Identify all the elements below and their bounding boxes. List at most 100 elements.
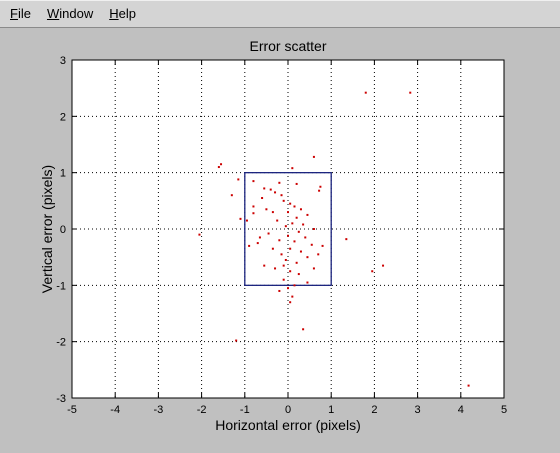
scatter-point [269,188,272,191]
scatter-point [297,230,300,233]
chart-title: Error scatter [249,38,326,54]
scatter-point [265,208,268,211]
scatter-point [280,253,283,256]
x-tick-label: -2 [197,404,207,416]
scatter-point [239,217,242,220]
scatter-point [256,242,259,245]
scatter-point [274,267,277,270]
scatter-point [287,287,289,290]
scatter-point [263,187,266,190]
scatter-point [291,222,294,225]
scatter-point [278,289,281,292]
menu-window[interactable]: Window [41,0,99,27]
x-axis-label: Horizontal error (pixels) [215,417,360,433]
scatter-point [295,216,298,219]
y-tick-label: 0 [60,224,66,236]
scatter-point [267,232,270,235]
scatter-point [278,239,281,242]
scatter-point [198,233,201,236]
menu-window-accel: W [46,6,60,21]
scatter-point [299,250,302,253]
scatter-point [345,238,348,241]
scatter-point [293,284,296,287]
scatter-point [317,253,320,256]
scatter-point [282,264,285,267]
x-tick-label: 2 [371,404,377,416]
scatter-point [310,243,313,246]
scatter-point [293,205,296,208]
scatter-point [252,212,255,215]
x-tick-label: -4 [110,404,120,416]
y-axis-label: Vertical error (pixels) [39,165,55,293]
scatter-point [371,270,374,273]
scatter-point [321,244,324,247]
menu-help-accel: H [109,6,119,21]
scatter-point [274,191,277,194]
scatter-point [220,163,223,166]
scatter-point [252,205,255,208]
scatter-point [271,211,274,214]
scatter-point [282,278,285,281]
scatter-point [364,91,367,94]
scatter-point [282,199,285,202]
scatter-point [280,194,283,197]
scatter-points [198,91,470,387]
scatter-point [318,189,321,192]
y-tick-label: -1 [56,280,66,292]
y-tick-label: -2 [56,337,66,349]
menu-file[interactable]: File [4,0,37,27]
scatter-point [235,339,238,342]
scatter-point [382,264,385,267]
scatter-point [409,91,412,94]
scatter-point [271,247,274,250]
scatter-point [287,211,289,214]
x-tick-label: 4 [458,404,464,416]
x-tick-label: -5 [67,404,77,416]
scatter-point [304,236,307,239]
scatter-point [299,208,302,211]
menu-window-rest: indow [59,6,94,21]
scatter-point [291,295,294,298]
scatter-point [297,273,300,276]
scatter-point [230,194,233,197]
y-tick-label: -3 [56,393,66,405]
x-tick-label: 3 [415,404,421,416]
scatter-point [306,281,309,284]
scatter-point [295,182,298,185]
menu-help[interactable]: Help [103,0,142,27]
scatter-point [248,244,251,247]
scatter-point [278,181,281,184]
scatter-point [289,202,292,205]
unit-error-box [244,172,332,286]
scatter-point [312,267,315,270]
menu-file-accel: F [10,6,18,21]
scatter-point [284,258,287,261]
scatter-point [252,180,255,183]
scatter-point [302,328,305,331]
scatter-chart: -5 -4 -3 -2 -1 0 1 2 3 4 5 -3 -2 -1 0 1 2 3 Error scatte… [39,38,507,433]
scatter-point [289,247,292,250]
scatter-point [312,228,315,230]
scatter-point [312,155,315,158]
scatter-point [237,178,240,181]
scatter-point [287,234,289,237]
scatter-point [289,270,292,273]
scatter-point [289,301,292,304]
figure-canvas: -5 -4 -3 -2 -1 0 1 2 3 4 5 -3 -2 -1 0 1 2 3 Error scatte… [0,28,560,448]
menu-file-rest: ile [17,6,31,21]
scatter-point [284,225,287,228]
scatter-point [293,240,296,243]
scatter-point [217,166,220,169]
x-tick-label: -1 [240,404,250,416]
y-tick-label: 3 [60,55,66,67]
scatter-point [291,167,294,170]
scatter-point [276,219,279,222]
x-tick-label: 1 [328,404,334,416]
y-tick-label: 2 [60,111,66,123]
x-tick-label: -3 [154,404,164,416]
x-tick-label: 0 [285,404,291,416]
scatter-point [306,213,309,216]
scatter-point [319,185,322,188]
y-tick-label: 1 [60,168,66,180]
scatter-point [467,384,470,387]
